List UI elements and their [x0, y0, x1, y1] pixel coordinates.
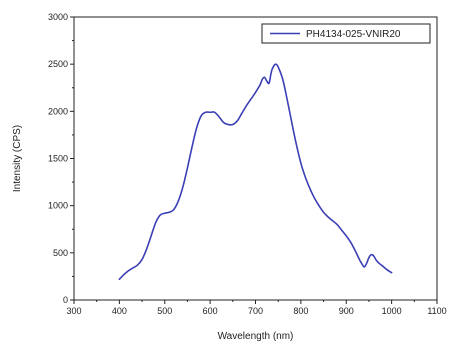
plot-frame [73, 16, 438, 301]
legend-box [261, 23, 431, 44]
y-tick-label: 1000 [48, 201, 68, 211]
x-axis-title: Wavelength (nm) [218, 331, 294, 342]
x-tick-label: 1100 [427, 306, 446, 316]
legend-label: PH4134-025-VNIR20 [306, 29, 401, 40]
x-tick-label: 700 [248, 306, 263, 316]
series-line [118, 63, 393, 281]
plot-layer [118, 63, 393, 281]
y-tick-label: 3000 [48, 12, 68, 22]
y-tick-label: 1500 [48, 154, 68, 164]
x-tick-label: 300 [66, 306, 81, 316]
x-tick-label: 400 [112, 306, 127, 316]
x-tick-label: 500 [157, 306, 172, 316]
x-tick-label: 900 [339, 306, 354, 316]
axes-layer: 300 400 500 600 700 800 900 1000 1100 0 500 1000 150… [48, 12, 447, 316]
y-tick-label: 2000 [48, 106, 68, 116]
x-tick-label: 1000 [382, 306, 402, 316]
legend: PH4134-025-VNIR20 [261, 23, 431, 44]
x-tick-label: 600 [203, 306, 218, 316]
y-tick-label: 0 [63, 295, 68, 305]
x-tick-label: 800 [293, 306, 308, 316]
y-tick-label: 2500 [48, 59, 68, 69]
y-axis-title: Intensity (CPS) [12, 125, 23, 192]
y-tick-label: 500 [53, 248, 68, 258]
